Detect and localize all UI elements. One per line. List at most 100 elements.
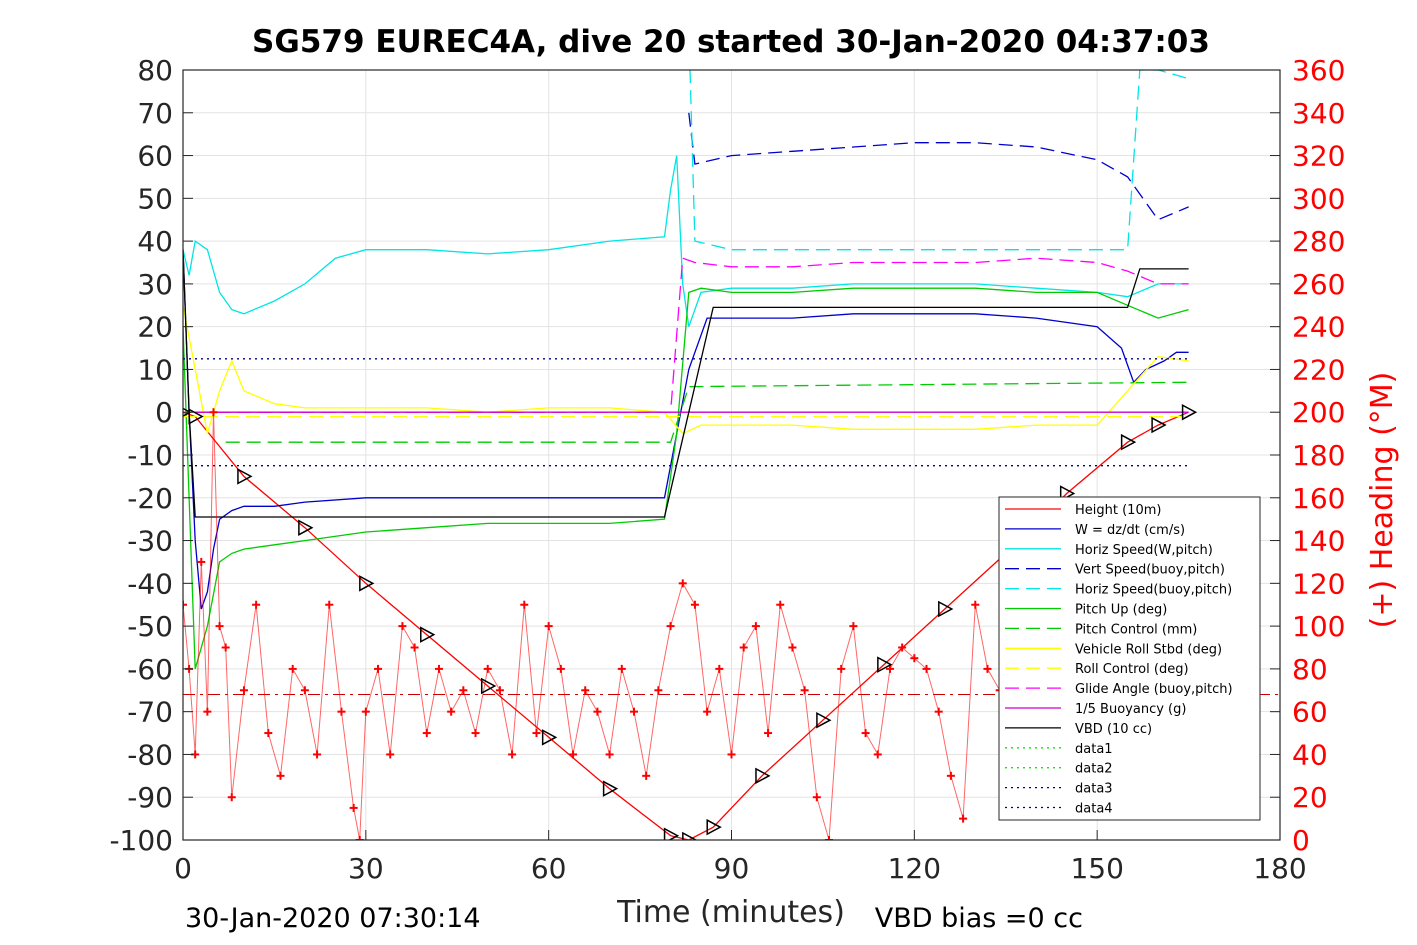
- height-marker: [706, 818, 722, 836]
- legend-box: [998, 496, 1261, 821]
- y2-tick-label: 180: [1292, 439, 1345, 472]
- y2-tick-label: 320: [1292, 140, 1345, 173]
- legend-label-5: Pitch Up (deg): [1075, 603, 1167, 618]
- heading-point: [544, 622, 553, 631]
- heading-point: [922, 664, 931, 673]
- legend-label-9: Glide Angle (buoy,pitch): [1075, 682, 1233, 697]
- heading-point: [337, 707, 346, 716]
- heading-point: [569, 750, 578, 759]
- data-layer: [183, 70, 1280, 840]
- y-tick-label: -50: [127, 610, 173, 643]
- height-marker: [1181, 403, 1198, 421]
- series-line-11: [183, 249, 1189, 518]
- y2-tick-label: 360: [1292, 54, 1345, 87]
- x-tick-label: 30: [348, 852, 384, 885]
- heading-point: [983, 664, 992, 673]
- heading-point: [861, 729, 870, 738]
- height-marker: [682, 831, 698, 840]
- height-marker: [420, 626, 436, 643]
- heading-point: [666, 622, 675, 631]
- heading-point: [325, 600, 334, 609]
- heading-point: [629, 707, 638, 716]
- heading-point: [447, 707, 456, 716]
- heading-point: [252, 600, 261, 609]
- y2-tick-label: 60: [1292, 696, 1328, 729]
- chart-title: SG579 EUREC4A, dive 20 started 30-Jan-20…: [252, 24, 1210, 60]
- legend-label-6: Pitch Control (mm): [1075, 622, 1197, 637]
- heading-point: [197, 557, 206, 566]
- heading-point: [434, 664, 443, 673]
- y-tick-label: 70: [137, 97, 173, 130]
- height-marker: [938, 600, 954, 618]
- heading-point: [605, 750, 614, 759]
- y-tick-label: 20: [137, 311, 173, 344]
- height-marker: [541, 729, 558, 746]
- series-line-4: [689, 70, 1189, 251]
- y2-tick-label: 120: [1292, 567, 1345, 600]
- height-marker: [602, 780, 619, 797]
- legend-label-8: Roll Control (deg): [1075, 662, 1189, 677]
- heading-point: [313, 750, 322, 759]
- heading-point: [183, 600, 187, 609]
- x-tick-label: 60: [531, 852, 567, 885]
- heading-point: [934, 707, 943, 716]
- height-marker: [816, 711, 832, 729]
- heading-point: [654, 686, 663, 695]
- y-tick-label: 0: [155, 396, 173, 429]
- height-marker: [188, 408, 204, 425]
- y2-tick-label: 20: [1292, 781, 1328, 814]
- height-marker: [755, 767, 771, 785]
- footer-timestamp: 30-Jan-2020 07:30:14: [185, 903, 481, 934]
- height-marker: [1151, 416, 1167, 434]
- heading-point: [849, 622, 858, 631]
- heading-point: [209, 408, 218, 417]
- legend-label-2: Horiz Speed(W,pitch): [1075, 543, 1213, 558]
- heading-point: [532, 729, 541, 738]
- y-tick-label: -10: [127, 439, 173, 472]
- heading-point: [386, 750, 395, 759]
- heading-point: [410, 643, 419, 652]
- height-marker: [663, 827, 680, 840]
- y2-tick-label: 280: [1292, 225, 1345, 258]
- heading-point: [520, 600, 529, 609]
- height-marker: [359, 575, 375, 592]
- x-tick-label: 180: [1253, 852, 1306, 885]
- heading-point: [593, 707, 602, 716]
- y2-axis-label: (+) Heading (°M): [1365, 372, 1400, 629]
- heading-point: [556, 664, 565, 673]
- series-line-7: [183, 305, 1189, 435]
- series-line-5: [183, 287, 1189, 670]
- legend-label-0: Height (10m): [1075, 503, 1161, 518]
- y2-tick-label: 100: [1292, 610, 1345, 643]
- heading-point: [776, 600, 785, 609]
- heading-point: [910, 654, 919, 663]
- vbd-bias-note: VBD bias =0 cc: [875, 903, 1083, 934]
- y2-tick-label: 80: [1292, 653, 1328, 686]
- heading-point: [361, 707, 370, 716]
- series-line-3: [688, 112, 1189, 221]
- y-tick-label: -30: [127, 525, 173, 558]
- heading-point: [739, 643, 748, 652]
- height-marker: [877, 656, 893, 673]
- heading-point: [264, 729, 273, 738]
- heading-point: [971, 600, 980, 609]
- heading-point: [495, 686, 504, 695]
- heading-point: [873, 750, 882, 759]
- heading-point: [471, 729, 480, 738]
- legend-label-12: data1: [1075, 742, 1113, 757]
- heading-point: [239, 686, 248, 695]
- heading-point: [288, 664, 297, 673]
- y-tick-label: 50: [137, 182, 173, 215]
- legend-label-13: data2: [1075, 762, 1113, 777]
- heading-point: [422, 729, 431, 738]
- heading-point: [751, 622, 760, 631]
- x-tick-label: 150: [1070, 852, 1123, 885]
- heading-point: [227, 793, 236, 802]
- y-tick-label: 40: [137, 225, 173, 258]
- legend-label-4: Horiz Speed(buoy,pitch): [1075, 583, 1232, 598]
- heading-point: [203, 707, 212, 716]
- y2-tick-label: 160: [1292, 482, 1345, 515]
- y2-tick-label: 300: [1292, 182, 1345, 215]
- legend-label-1: W = dz/dt (cm/s): [1075, 523, 1185, 538]
